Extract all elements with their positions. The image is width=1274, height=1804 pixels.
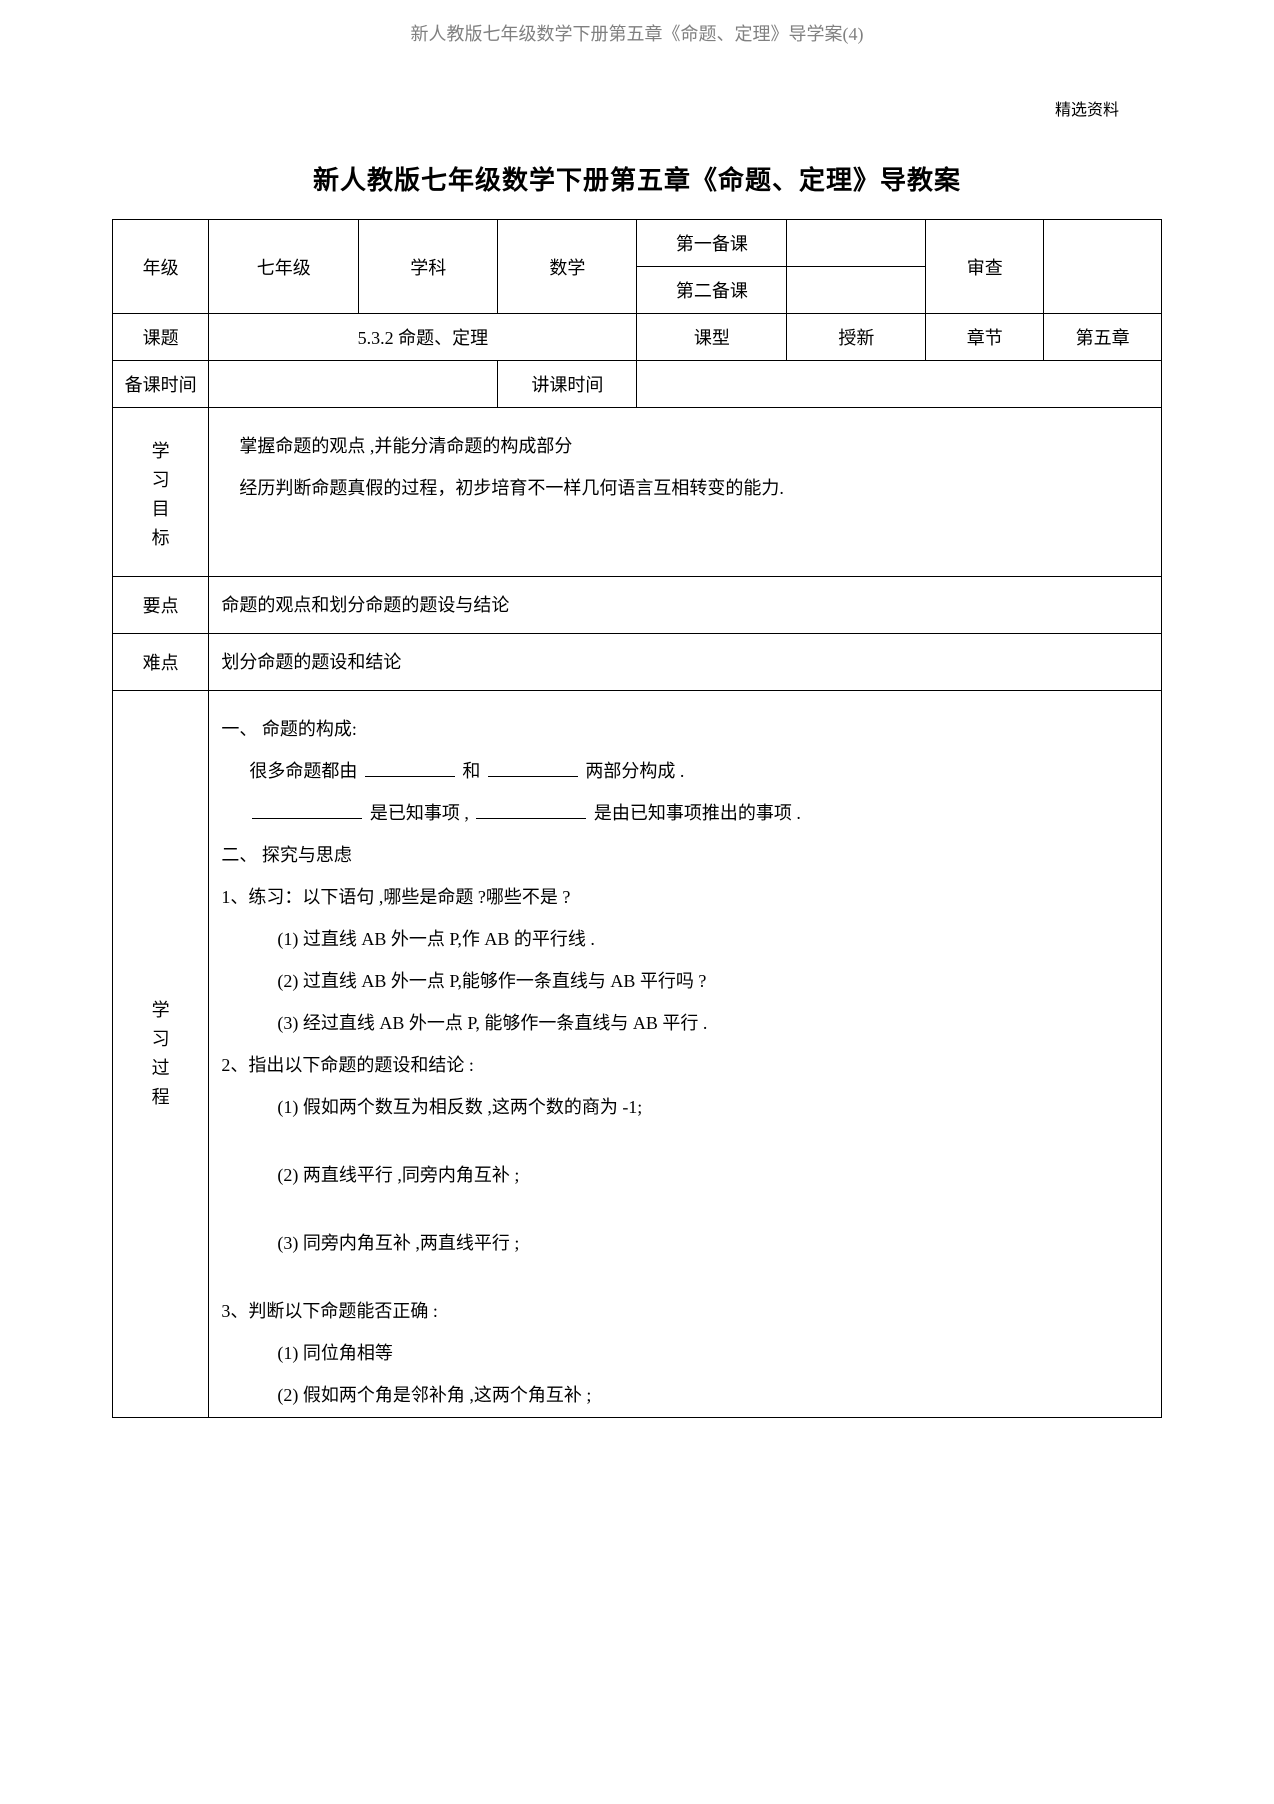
sec1-line2-b: 是由已知事项推出的事项 . [594,803,801,823]
q2-1: (1) 假如两个数互为相反数 ,这两个数的商为 -1; [221,1089,1149,1125]
subject-label: 学科 [359,220,498,314]
blank-4 [476,803,586,819]
sec1-line2: 是已知事项 , 是由已知事项推出的事项 . [221,795,1149,831]
second-prep-label: 第二备课 [637,267,787,314]
prep-time-value [209,361,498,408]
sec1-line2-a: 是已知事项 , [370,803,469,823]
review-label: 审查 [926,220,1044,314]
running-title: 新人教版七年级数学下册第五章《命题、定理》导学案(4) [0,20,1274,46]
objectives-content: 掌握命题的观点 ,并能分清命题的构成部分 经历判断命题真假的过程，初步培育不一样… [209,408,1162,577]
teach-time-label: 讲课时间 [498,361,637,408]
first-prep-label: 第一备课 [637,220,787,267]
q1-title: 1、练习：以下语句 ,哪些是命题 ?哪些不是 ? [221,879,1149,915]
type-label: 课型 [637,314,787,361]
topic-label: 课题 [113,314,209,361]
topic-value: 5.3.2 命题、定理 [209,314,637,361]
q1-2: (2) 过直线 AB 外一点 P,能够作一条直线与 AB 平行吗 ? [221,963,1149,999]
review-value [1044,220,1162,314]
teach-time-value [637,361,1162,408]
process-content: 一、 命题的构成: 很多命题都由 和 两部分构成 . 是已知事项 , 是由已知事… [209,691,1162,1418]
sec2-title: 二、 探究与思虑 [221,837,1149,873]
q2-2: (2) 两直线平行 ,同旁内角互补 ; [221,1157,1149,1193]
subject-value: 数学 [498,220,637,314]
sec1-line1-a: 很多命题都由 [249,761,357,781]
q3-2: (2) 假如两个角是邻补角 ,这两个角互补 ; [221,1377,1149,1413]
q2-title: 2、指出以下命题的题设和结论 : [221,1047,1149,1083]
sec1-title: 一、 命题的构成: [221,711,1149,747]
q2-3: (3) 同旁内角互补 ,两直线平行 ; [221,1225,1149,1261]
objectives-label: 学习目标 [121,431,200,552]
diff-value: 划分命题的题设和结论 [209,634,1162,691]
prep-time-label: 备课时间 [113,361,209,408]
objectives-line-1: 掌握命题的观点 ,并能分清命题的构成部分 [221,428,1149,464]
q1-3: (3) 经过直线 AB 外一点 P, 能够作一条直线与 AB 平行 . [221,1005,1149,1041]
chapter-value: 第五章 [1044,314,1162,361]
objectives-line-2: 经历判断命题真假的过程，初步培育不一样几何语言互相转变的能力. [221,470,1149,506]
blank-2 [488,761,578,777]
process-label: 学习过程 [121,996,200,1111]
sec1-line1-b: 和 [462,761,480,781]
key-label: 要点 [113,577,209,634]
document-title: 新人教版七年级数学下册第五章《命题、定理》导教案 [0,160,1274,197]
blank-3 [252,803,362,819]
type-value: 授新 [787,314,926,361]
q3-title: 3、判断以下命题能否正确 : [221,1293,1149,1329]
first-prep-value [787,220,926,267]
sec1-line1-c: 两部分构成 . [585,761,684,781]
sec1-line1: 很多命题都由 和 两部分构成 . [221,753,1149,789]
objectives-label-cell: 学习目标 [113,408,209,577]
top-note: 精选资料 [0,96,1119,120]
blank-1 [365,761,455,777]
q3-1: (1) 同位角相等 [221,1335,1149,1371]
chapter-label: 章节 [926,314,1044,361]
grade-label: 年级 [113,220,209,314]
key-value: 命题的观点和划分命题的题设与结论 [209,577,1162,634]
q1-1: (1) 过直线 AB 外一点 P,作 AB 的平行线 . [221,921,1149,957]
lesson-plan-table: 年级 七年级 学科 数学 第一备课 审查 第二备课 课题 5.3.2 命题、定理… [112,219,1162,1418]
diff-label: 难点 [113,634,209,691]
second-prep-value [787,267,926,314]
grade-value: 七年级 [209,220,359,314]
process-label-cell: 学习过程 [113,691,209,1418]
